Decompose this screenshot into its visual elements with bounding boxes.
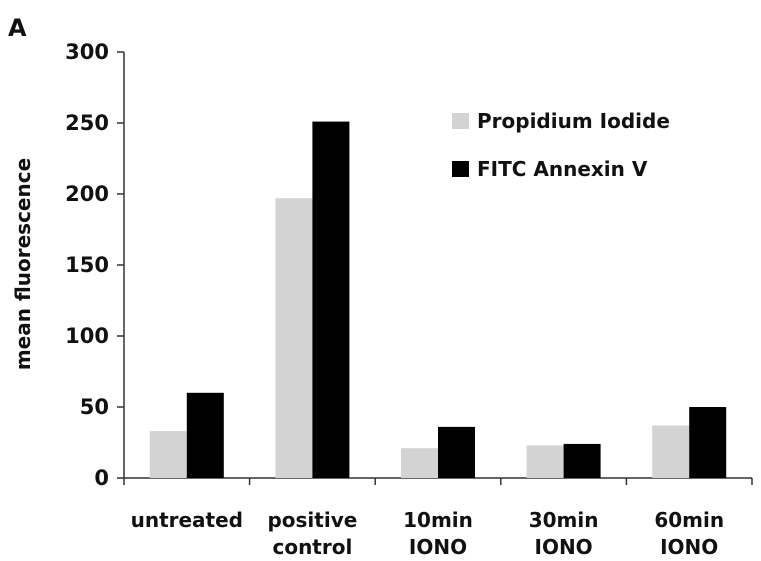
category-labels: untreated positive control 10min IONO 30min IO… [131,508,724,559]
x-tick-label: untreated [131,508,243,532]
y-tick-label: 250 [65,111,109,135]
x-tick-label: 30min IONO [529,508,599,559]
bar [526,445,564,478]
bar [563,443,601,478]
bar [275,198,313,478]
y-tick-label: 100 [65,324,109,348]
bars [149,121,727,478]
x-tick-label: 60min IONO [654,508,724,559]
bar [652,425,690,478]
bar [689,407,727,478]
y-tick-label: 300 [65,40,109,64]
bar [149,431,187,478]
y-axis: 0 50 100 150 200 250 300 [65,40,125,490]
bar [401,448,438,478]
x-tick-label: 10min IONO [403,508,473,559]
y-axis-title: mean fluorescence [11,158,35,370]
bar [438,426,475,478]
legend-label: Propidium Iodide [477,109,670,133]
y-tick-label: 50 [80,395,109,419]
legend: Propidium Iodide FITC Annexin V [452,109,670,181]
legend-swatch [452,161,469,177]
bar [312,121,350,478]
x-tick-label: positive control [267,508,357,559]
legend-label: FITC Annexin V [477,157,648,181]
legend-swatch [452,113,469,129]
y-tick-label: 200 [65,182,109,206]
x-axis [123,477,753,485]
y-tick-label: 0 [94,466,109,490]
panel-label: A [8,14,27,42]
bar [186,392,224,478]
y-tick-label: 150 [65,253,109,277]
